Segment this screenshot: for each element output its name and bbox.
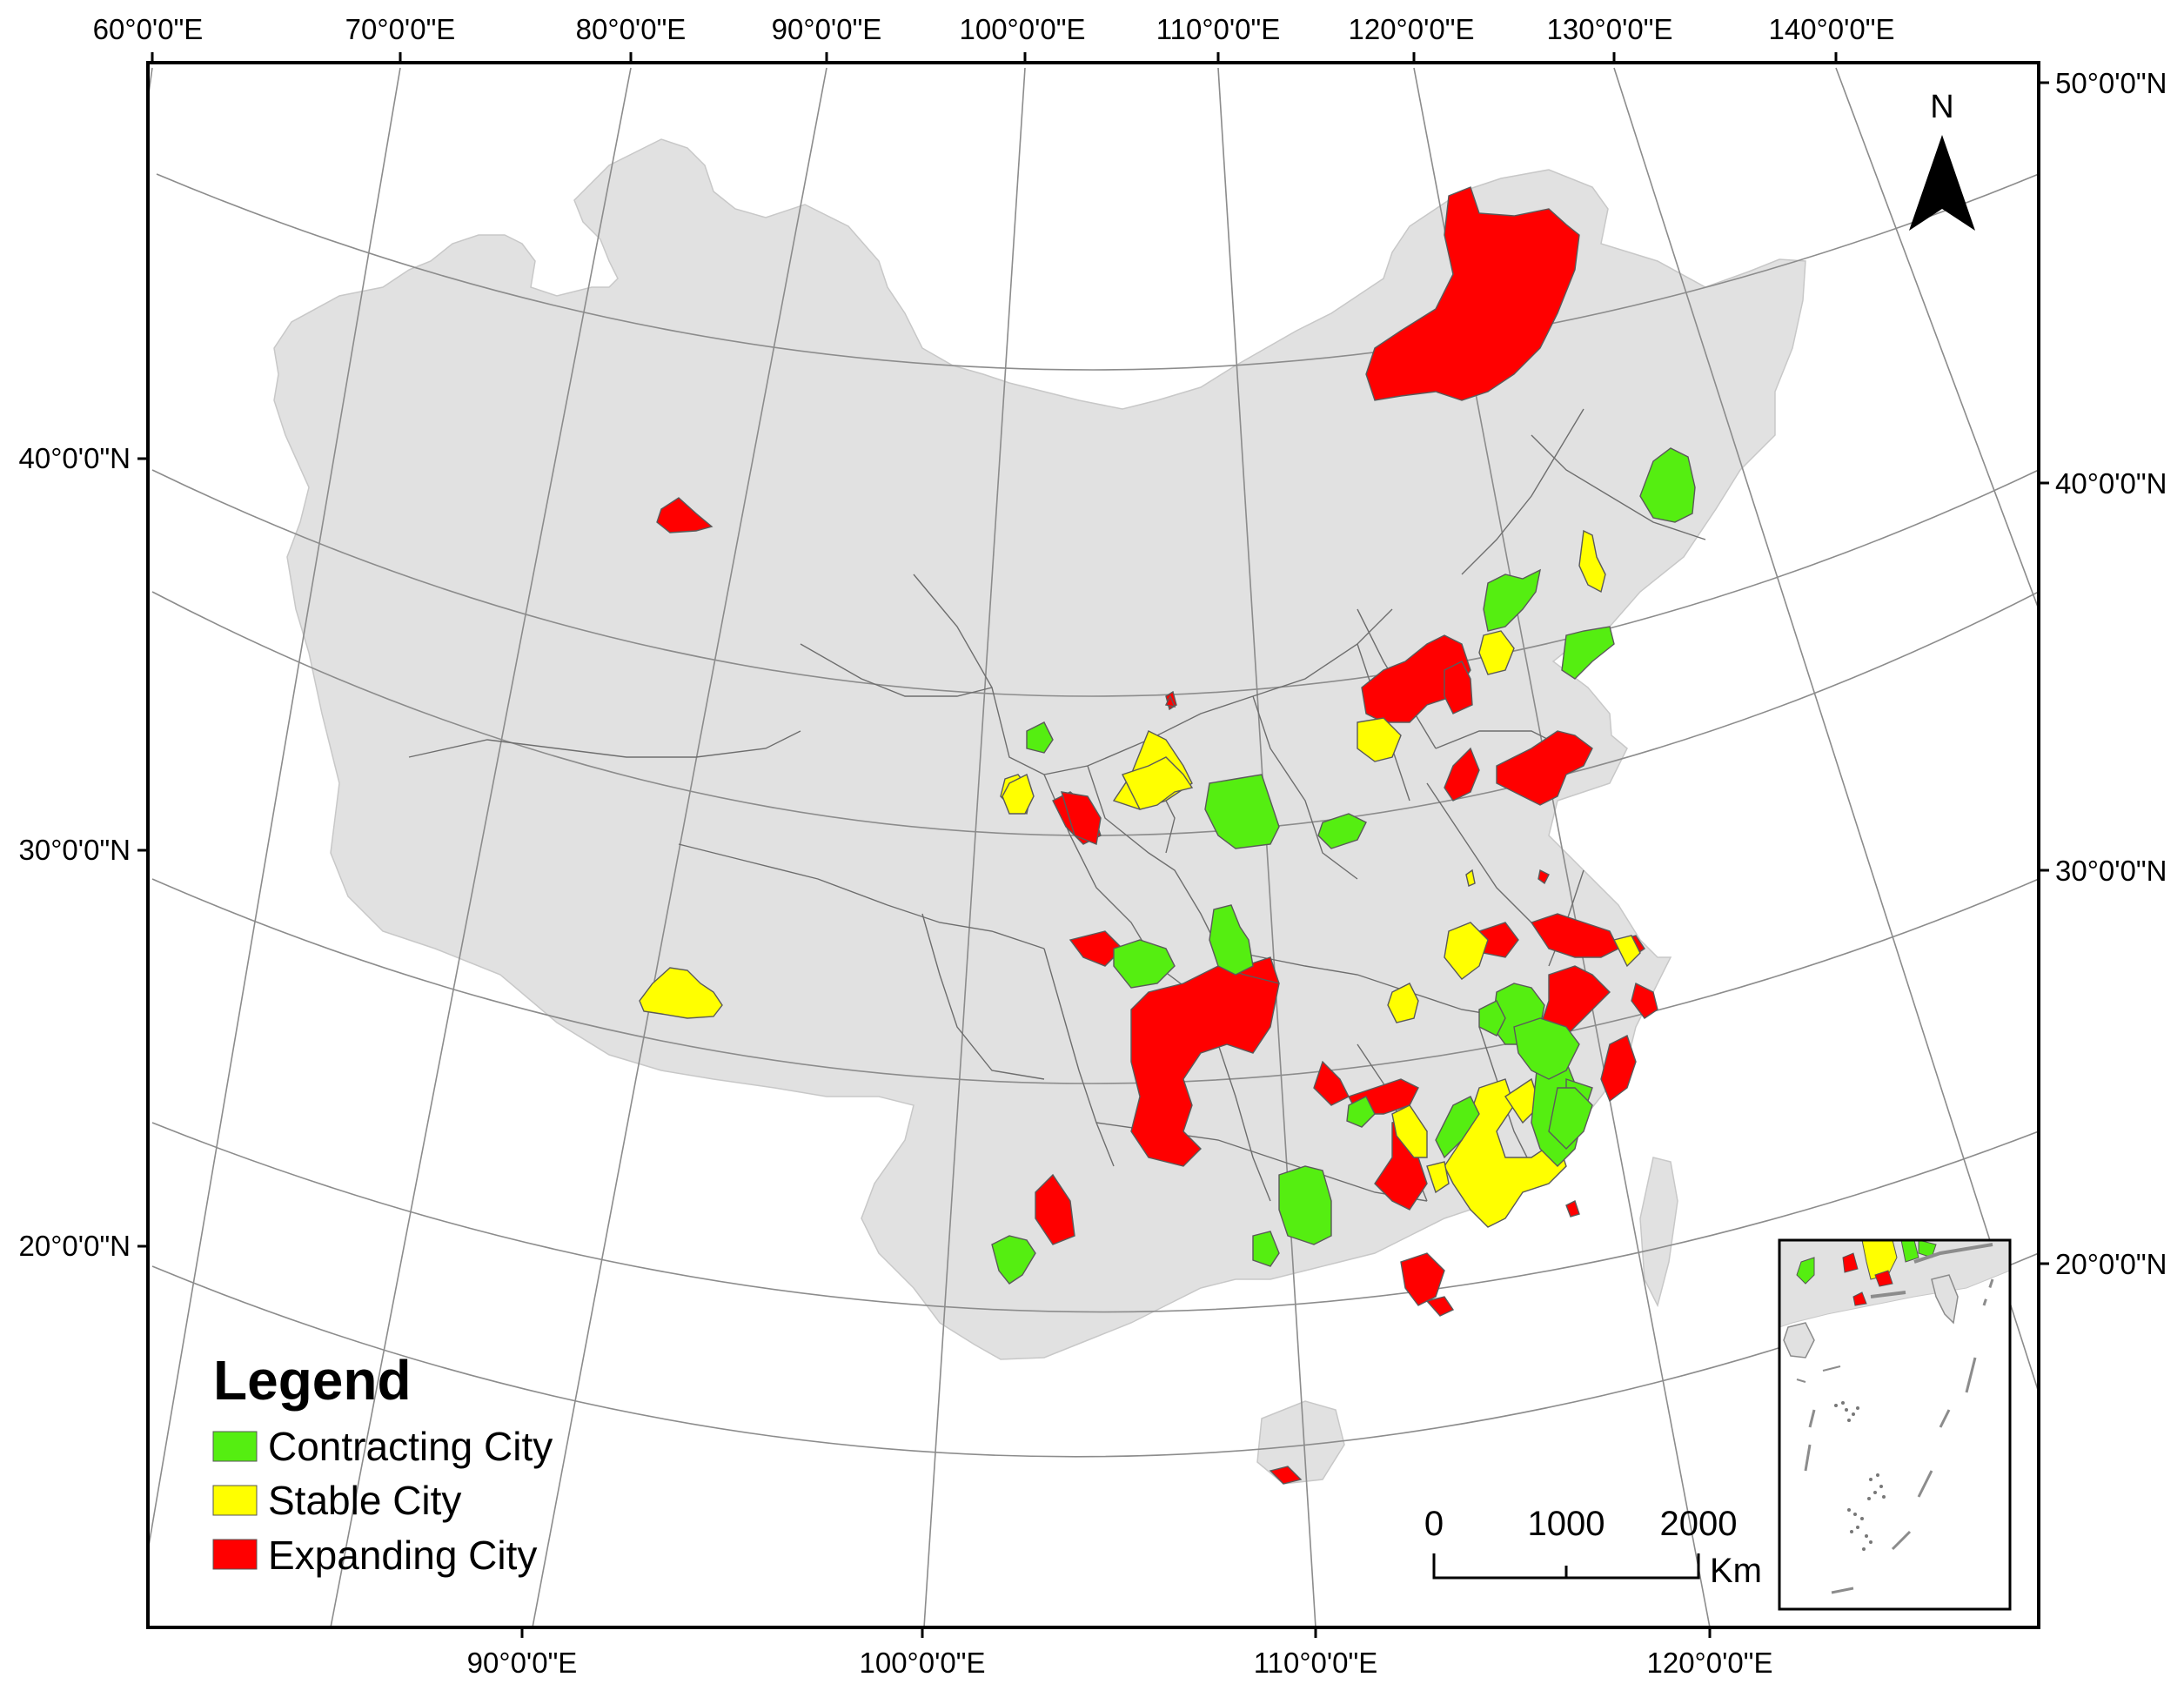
city-stable — [1478, 630, 1515, 675]
city-expanding — [1631, 982, 1658, 1019]
city-expanding — [1269, 1466, 1303, 1485]
expanding-cities — [656, 186, 1658, 1485]
right-tick-label: 20°0'0"N — [2055, 1248, 2167, 1280]
north-arrow: N — [1909, 89, 1975, 231]
city-contracting — [1252, 1231, 1280, 1267]
city-expanding — [1600, 1035, 1637, 1103]
top-tick-label: 130°0'0"E — [1547, 13, 1673, 45]
city-stable — [1612, 935, 1641, 968]
city-stable — [1578, 529, 1606, 594]
city-contracting — [1204, 774, 1280, 849]
city-contracting — [1561, 626, 1615, 680]
top-axis-labels: 60°0'0"E 70°0'0"E 80°0'0"E 90°0'0"E 100°… — [93, 13, 1895, 45]
left-axis-labels: 40°0'0"N 30°0'0"N 20°0'0"N — [19, 442, 131, 1262]
city-expanding — [1444, 747, 1480, 802]
legend-swatch-stable — [212, 1485, 258, 1516]
top-tick-label: 100°0'0"E — [960, 13, 1086, 45]
city-contracting — [991, 1235, 1036, 1285]
legend-title: Legend — [213, 1349, 412, 1412]
right-axis-labels: 50°0'0"N 40°0'0"N 30°0'0"N 20°0'0"N — [2055, 67, 2167, 1280]
top-tick-label: 80°0'0"E — [576, 13, 687, 45]
axis-ticks — [137, 52, 2049, 1638]
bottom-axis-labels: 90°0'0"E 100°0'0"E 110°0'0"E 120°0'0"E — [467, 1647, 1773, 1679]
right-tick-label: 40°0'0"N — [2055, 467, 2167, 500]
city-contracting — [1026, 721, 1054, 754]
top-tick-label: 90°0'0"E — [772, 13, 882, 45]
map-frame — [146, 61, 2040, 1629]
city-stable — [639, 967, 723, 1019]
scale-bar: 0 1000 2000 Km — [1424, 1505, 1762, 1590]
city-contracting — [1483, 568, 1541, 632]
city-stable — [1357, 717, 1402, 762]
top-tick-label: 70°0'0"E — [345, 13, 456, 45]
scale-tick-0: 0 — [1424, 1505, 1444, 1543]
bottom-tick-label: 120°0'0"E — [1647, 1647, 1773, 1679]
city-contracting — [1548, 1087, 1593, 1150]
city-expanding — [1035, 1173, 1075, 1245]
left-tick-label: 20°0'0"N — [19, 1230, 131, 1262]
city-expanding — [1365, 186, 1580, 401]
city-stable — [1122, 756, 1194, 810]
city-contracting — [1317, 813, 1367, 849]
north-arrow-icon — [1909, 135, 1975, 231]
scale-tick-2000: 2000 — [1660, 1505, 1738, 1543]
city-contracting — [1435, 1096, 1480, 1159]
top-tick-label: 140°0'0"E — [1769, 13, 1895, 45]
city-contracting — [1113, 939, 1176, 989]
left-tick-label: 40°0'0"N — [19, 442, 131, 474]
legend-label-stable: Stable City — [268, 1478, 461, 1523]
legend-label-expanding: Expanding City — [268, 1533, 537, 1578]
city-expanding — [1444, 661, 1473, 714]
top-tick-label: 110°0'0"E — [1156, 13, 1281, 45]
city-expanding — [1496, 730, 1593, 806]
inset-frame — [1778, 1238, 2012, 1611]
contracting-cities — [991, 447, 1696, 1285]
north-label: N — [1930, 89, 1953, 125]
city-contracting — [1478, 1000, 1506, 1036]
south-china-sea-inset — [1778, 1238, 2012, 1611]
bottom-tick-label: 90°0'0"E — [467, 1647, 578, 1679]
top-tick-label: 120°0'0"E — [1349, 13, 1475, 45]
right-tick-label: 30°0'0"N — [2055, 855, 2167, 887]
city-expanding — [1425, 1296, 1455, 1317]
city-expanding — [1565, 1200, 1580, 1218]
legend-label-contracting: Contracting City — [268, 1424, 553, 1469]
legend-swatch-contracting — [212, 1431, 258, 1462]
city-stable — [1465, 869, 1476, 887]
scale-unit: Km — [1710, 1552, 1762, 1590]
city-contracting — [1346, 1096, 1376, 1128]
city-expanding — [1538, 869, 1550, 885]
meridian-lines — [148, 67, 2039, 1627]
city-contracting — [1209, 904, 1254, 976]
hainan-island — [1256, 1400, 1345, 1485]
city-stable — [1426, 1161, 1450, 1194]
bottom-tick-label: 100°0'0"E — [860, 1647, 986, 1679]
city-stable — [1391, 1104, 1428, 1158]
left-tick-label: 30°0'0"N — [19, 834, 131, 866]
city-expanding — [1164, 694, 1176, 708]
city-stable — [1387, 983, 1419, 1023]
city-expanding — [1400, 1252, 1445, 1306]
right-tick-label: 50°0'0"N — [2055, 67, 2167, 99]
city-expanding — [1313, 1060, 1350, 1106]
city-expanding — [1061, 791, 1102, 845]
parallel-lines — [151, 173, 2039, 1458]
city-stable — [1444, 922, 1489, 980]
bottom-tick-label: 110°0'0"E — [1254, 1647, 1378, 1679]
city-expanding — [656, 497, 713, 533]
city-contracting — [1278, 1165, 1332, 1245]
scale-tick-1000: 1000 — [1528, 1505, 1605, 1543]
legend-swatch-expanding — [212, 1539, 258, 1570]
city-contracting — [1639, 447, 1696, 523]
city-stable — [1002, 774, 1035, 815]
taiwan-island — [1639, 1157, 1678, 1308]
city-contracting — [1513, 1017, 1580, 1080]
top-tick-label: 60°0'0"E — [93, 13, 204, 45]
legend: Legend Contracting City Stable City Expa… — [212, 1349, 553, 1578]
